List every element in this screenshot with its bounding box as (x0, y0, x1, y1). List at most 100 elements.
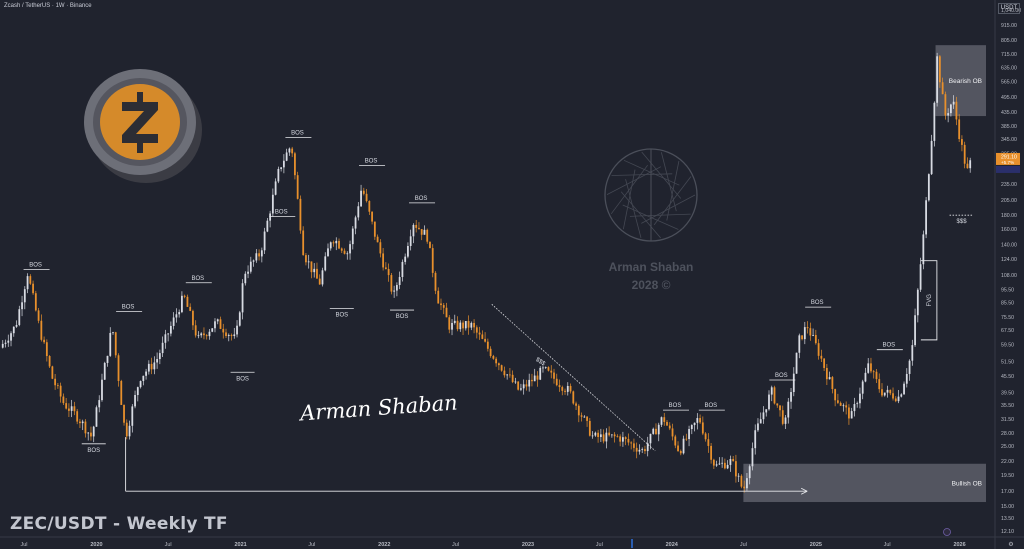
candle-body (522, 384, 525, 389)
candle-body (583, 416, 586, 418)
candle-body (936, 56, 939, 103)
candle-body (723, 462, 726, 469)
bos-label: BOS (811, 300, 824, 306)
candle-body (927, 174, 930, 201)
price-scale-label: 108.00 (1001, 273, 1017, 279)
price-scale-label: 17.00 (1001, 489, 1014, 495)
candle-body (167, 333, 170, 335)
candle-body (489, 348, 492, 357)
bullish-ob-zone[interactable] (743, 463, 986, 503)
candle-body (194, 325, 197, 336)
candle-body (655, 428, 657, 435)
candle-body (679, 451, 682, 454)
candle-body (456, 320, 459, 330)
candle-body (610, 434, 613, 436)
candle-body (313, 268, 316, 273)
candle-body (903, 383, 905, 395)
candle-body (109, 332, 112, 356)
candle-body (51, 366, 54, 379)
candle-body (346, 253, 349, 255)
dotted-trendline (491, 304, 656, 452)
candle-body (613, 434, 616, 437)
candle-body (836, 400, 839, 403)
candle-body (856, 403, 859, 405)
time-axis-label: Jul (596, 542, 603, 548)
candle-body (459, 322, 462, 330)
candle-body (161, 342, 164, 354)
candle-body (338, 240, 340, 249)
candle-body (54, 378, 57, 386)
candle-body (955, 101, 958, 120)
candle-body (145, 371, 147, 376)
candle-body (630, 442, 633, 444)
candle-body (123, 404, 125, 423)
candle-body (792, 373, 795, 393)
candle-body (181, 295, 183, 313)
currency-selector[interactable]: USDT (998, 3, 1020, 14)
candle-body (627, 438, 630, 443)
candle-body (200, 333, 203, 336)
candle-body (294, 153, 296, 176)
candle-body (820, 355, 823, 359)
candle-body (12, 326, 15, 334)
candle-body (925, 200, 927, 235)
candle-body (682, 438, 685, 454)
candle-body (15, 324, 18, 327)
candle-body (795, 352, 798, 374)
settings-gear-icon[interactable]: ⚙ (1008, 541, 1013, 548)
watermark-brain-line (611, 173, 673, 176)
bullish-ob-label: Bullish OB (952, 480, 982, 487)
fvg-bracket (920, 260, 938, 341)
candle-body (594, 432, 597, 436)
price-scale-label: 715.00 (1001, 52, 1017, 58)
price-scale-label: 22.00 (1001, 459, 1014, 465)
candle-body (238, 312, 241, 326)
candle-body (757, 423, 759, 431)
price-scale-panel[interactable] (995, 0, 1024, 549)
candle-body (633, 443, 635, 448)
candle-body (106, 355, 109, 363)
candle-body (153, 362, 156, 370)
watermark-brain-line (606, 166, 662, 195)
candle-body (418, 227, 420, 230)
price-scale-label: 385.00 (1001, 124, 1017, 130)
candle-body (23, 289, 26, 303)
price-scale-label: 435.00 (1001, 110, 1017, 116)
candle-body (553, 372, 555, 379)
bos-label: BOS (191, 276, 204, 282)
candle-body (203, 333, 205, 336)
candle-body (462, 322, 464, 329)
price-scale-label: 75.50 (1001, 315, 1014, 321)
candle-body (211, 328, 214, 332)
candle-body (29, 276, 32, 284)
candle-body (343, 250, 346, 254)
candle-body (139, 381, 142, 388)
candle-body (641, 449, 644, 450)
candle-body (423, 229, 426, 235)
candle-body (517, 381, 520, 390)
symbol-header: Zcash / TetherUS · 1W · Binance (4, 3, 92, 9)
candle-body (260, 250, 263, 257)
candle-body (48, 356, 51, 367)
watermark-brain-line (620, 191, 661, 239)
candle-body (503, 370, 506, 376)
candle-body (365, 193, 368, 202)
candle-body (409, 236, 412, 247)
candle-body (801, 335, 803, 340)
candle-body (547, 367, 550, 371)
candle-body (252, 260, 255, 262)
price-scale-label: 85.50 (1001, 300, 1014, 306)
watermark-name: Arman Shaban (609, 260, 694, 274)
candle-body (395, 285, 398, 291)
event-marker-icon[interactable] (943, 528, 951, 536)
candle-body (729, 458, 732, 465)
candle-body (40, 320, 43, 340)
time-axis-label: 2020 (90, 542, 102, 548)
candle-body (285, 152, 288, 161)
candle-body (332, 242, 335, 244)
candle-body (258, 253, 260, 257)
candle-body (431, 248, 434, 273)
candle-body (241, 283, 244, 313)
bearish-ob-zone[interactable] (935, 45, 986, 117)
